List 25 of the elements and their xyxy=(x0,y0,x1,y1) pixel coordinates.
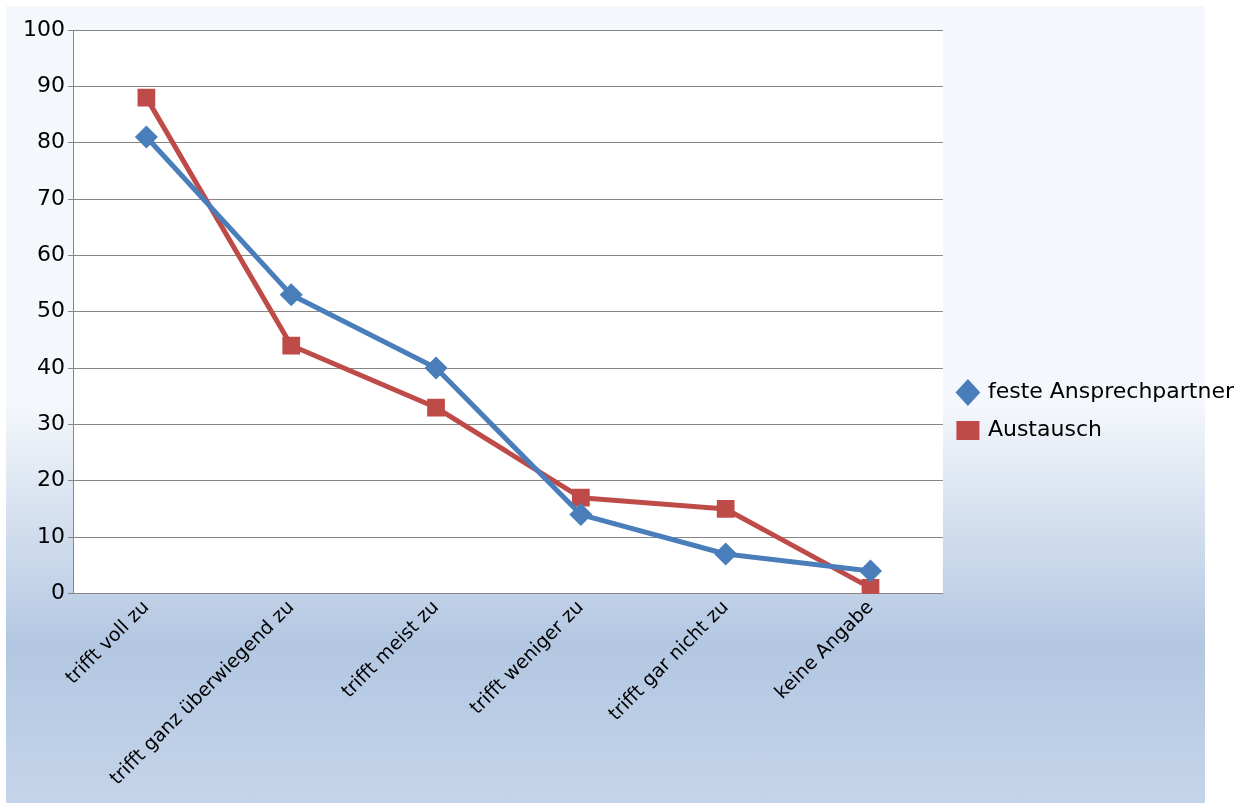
y-tick-label: 0 xyxy=(50,579,65,605)
y-tick-label: 60 xyxy=(36,241,65,267)
y-tick-label: 30 xyxy=(36,410,65,436)
point xyxy=(282,336,301,355)
y-tick-label: 90 xyxy=(36,72,65,98)
point xyxy=(427,398,445,417)
point xyxy=(570,504,592,526)
y-tick-label: 20 xyxy=(36,466,65,492)
y-tick-label: 100 xyxy=(22,15,65,41)
legend-label: feste Ansprechpartner xyxy=(987,378,1235,404)
point xyxy=(425,357,447,379)
legend-label: Austausch xyxy=(987,416,1102,442)
point xyxy=(137,88,156,107)
point xyxy=(572,488,590,507)
y-tick-label: 70 xyxy=(36,184,65,210)
point xyxy=(860,560,881,582)
y-tick-label: 10 xyxy=(36,522,65,548)
point xyxy=(280,284,302,306)
point xyxy=(715,543,737,565)
y-tick-label: 40 xyxy=(36,353,65,379)
y-tick-label: 80 xyxy=(36,128,65,154)
point xyxy=(861,578,880,594)
point xyxy=(135,126,157,148)
point xyxy=(716,500,735,518)
y-tick-label: 50 xyxy=(36,297,65,323)
